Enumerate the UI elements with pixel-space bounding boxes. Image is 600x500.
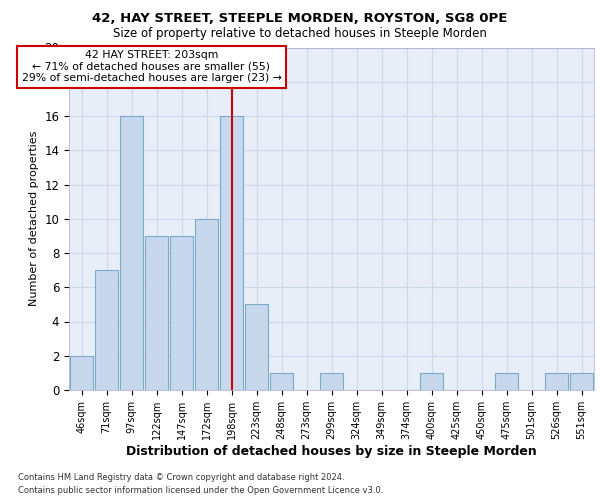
Text: 42, HAY STREET, STEEPLE MORDEN, ROYSTON, SG8 0PE: 42, HAY STREET, STEEPLE MORDEN, ROYSTON,… [92, 12, 508, 26]
Bar [95, 270, 118, 390]
Bar [220, 116, 243, 390]
Bar [195, 219, 218, 390]
Bar [495, 373, 518, 390]
Bar [545, 373, 568, 390]
Text: Contains HM Land Registry data © Crown copyright and database right 2024.: Contains HM Land Registry data © Crown c… [18, 472, 344, 482]
Bar [70, 356, 93, 390]
Bar [420, 373, 443, 390]
Bar [145, 236, 168, 390]
Bar [245, 304, 268, 390]
X-axis label: Distribution of detached houses by size in Steeple Morden: Distribution of detached houses by size … [126, 444, 537, 458]
Text: 42 HAY STREET: 203sqm
← 71% of detached houses are smaller (55)
29% of semi-deta: 42 HAY STREET: 203sqm ← 71% of detached … [22, 50, 281, 84]
Bar [120, 116, 143, 390]
Text: Size of property relative to detached houses in Steeple Morden: Size of property relative to detached ho… [113, 28, 487, 40]
Bar [570, 373, 593, 390]
Text: Contains public sector information licensed under the Open Government Licence v3: Contains public sector information licen… [18, 486, 383, 495]
Y-axis label: Number of detached properties: Number of detached properties [29, 131, 39, 306]
Bar [320, 373, 343, 390]
Bar [170, 236, 193, 390]
Bar [270, 373, 293, 390]
